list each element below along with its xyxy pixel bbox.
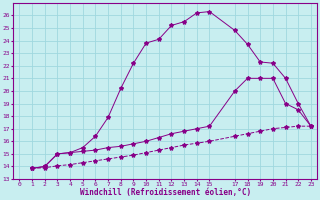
X-axis label: Windchill (Refroidissement éolien,°C): Windchill (Refroidissement éolien,°C) (80, 188, 251, 197)
